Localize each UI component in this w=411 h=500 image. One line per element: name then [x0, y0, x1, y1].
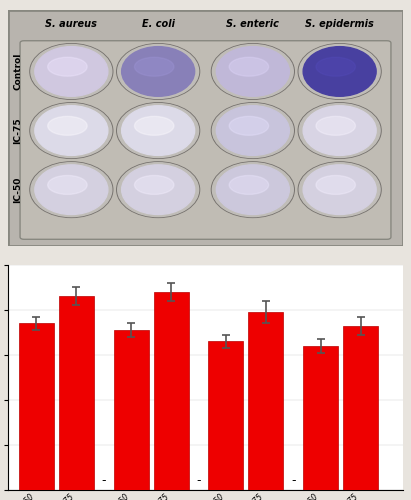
Ellipse shape — [216, 165, 289, 214]
Text: -: - — [196, 474, 201, 486]
Bar — [249, 312, 284, 490]
Ellipse shape — [118, 104, 199, 158]
Ellipse shape — [298, 103, 381, 158]
Text: -: - — [102, 474, 106, 486]
Ellipse shape — [316, 116, 356, 136]
Bar — [154, 292, 189, 490]
Ellipse shape — [316, 58, 356, 76]
Bar — [343, 326, 378, 490]
Bar — [208, 342, 243, 490]
FancyBboxPatch shape — [20, 40, 391, 239]
Ellipse shape — [31, 104, 112, 158]
Bar — [59, 296, 94, 490]
Ellipse shape — [134, 116, 174, 136]
Ellipse shape — [212, 162, 293, 216]
Ellipse shape — [48, 176, 87, 195]
Ellipse shape — [211, 162, 294, 218]
Ellipse shape — [211, 44, 294, 99]
Ellipse shape — [229, 58, 269, 76]
Text: Control: Control — [14, 53, 23, 90]
Ellipse shape — [134, 176, 174, 195]
Ellipse shape — [229, 116, 269, 136]
Ellipse shape — [211, 103, 294, 158]
Ellipse shape — [298, 44, 381, 99]
Ellipse shape — [299, 162, 380, 216]
Ellipse shape — [122, 165, 195, 214]
Ellipse shape — [35, 46, 108, 96]
Text: -: - — [291, 474, 296, 486]
Ellipse shape — [122, 46, 195, 96]
Ellipse shape — [35, 106, 108, 156]
Text: IC-50: IC-50 — [14, 176, 23, 203]
Ellipse shape — [299, 44, 380, 98]
Ellipse shape — [117, 44, 200, 99]
Ellipse shape — [117, 103, 200, 158]
Ellipse shape — [216, 106, 289, 156]
Ellipse shape — [30, 44, 113, 99]
Ellipse shape — [31, 162, 112, 216]
Ellipse shape — [30, 103, 113, 158]
Text: S. enteric: S. enteric — [226, 20, 279, 30]
Ellipse shape — [35, 165, 108, 214]
Ellipse shape — [229, 176, 269, 195]
Ellipse shape — [30, 162, 113, 218]
Ellipse shape — [134, 58, 174, 76]
Ellipse shape — [216, 46, 289, 96]
Text: S. aureus: S. aureus — [45, 20, 97, 30]
Bar — [113, 330, 148, 490]
Ellipse shape — [48, 116, 87, 136]
Ellipse shape — [303, 106, 376, 156]
Ellipse shape — [212, 44, 293, 98]
Ellipse shape — [299, 104, 380, 158]
Ellipse shape — [118, 162, 199, 216]
Ellipse shape — [303, 46, 376, 96]
FancyBboxPatch shape — [8, 10, 403, 246]
Ellipse shape — [117, 162, 200, 218]
Ellipse shape — [118, 44, 199, 98]
Ellipse shape — [316, 176, 356, 195]
Text: S. epidermis: S. epidermis — [305, 20, 374, 30]
Ellipse shape — [212, 104, 293, 158]
Ellipse shape — [298, 162, 381, 218]
Ellipse shape — [31, 44, 112, 98]
Bar — [303, 346, 338, 490]
Ellipse shape — [122, 106, 195, 156]
Bar — [19, 324, 54, 490]
Ellipse shape — [48, 58, 87, 76]
Ellipse shape — [303, 165, 376, 214]
Text: IC-75: IC-75 — [14, 118, 23, 144]
Text: E. coli: E. coli — [142, 20, 175, 30]
